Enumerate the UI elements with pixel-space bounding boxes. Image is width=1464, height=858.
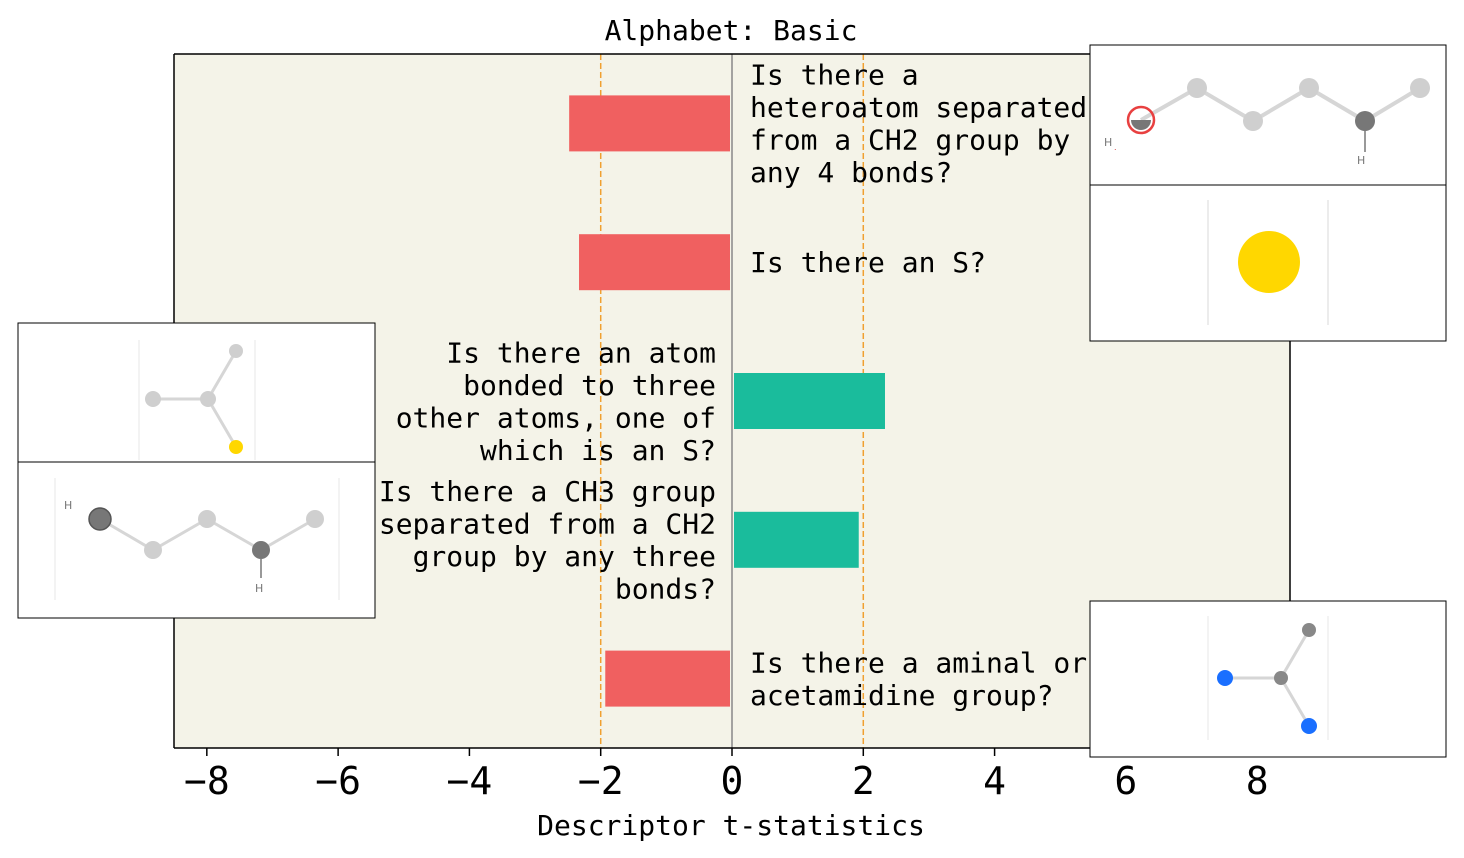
bar-label: Is there an S? <box>750 246 986 279</box>
svg-text:H: H <box>255 582 263 595</box>
x-tick-label: −4 <box>447 759 493 803</box>
x-tick-label: 2 <box>852 759 875 803</box>
x-tick-label: 4 <box>983 759 1006 803</box>
molecule-sulfur-atom-icon <box>1089 184 1447 342</box>
x-tick-label: −6 <box>315 759 361 803</box>
x-tick-label: −2 <box>578 759 624 803</box>
svg-text:H: H <box>1357 154 1365 167</box>
bar-label: Is there a CH3 group separated from a CH2… <box>379 475 716 606</box>
x-axis-label: Descriptor t-statistics <box>537 809 925 842</box>
molecule-ch3-chain-icon: H H <box>17 461 376 619</box>
molecule-chain-heteroatom-icon: H . H <box>1089 44 1447 186</box>
molecule-aminal-icon <box>1089 600 1447 758</box>
molecule-sulfur-branch-icon <box>17 322 376 464</box>
svg-text:H: H <box>64 499 72 512</box>
x-tick-label: 6 <box>1114 759 1137 803</box>
bar-label: Is there an atom bonded to three other ato… <box>396 336 716 467</box>
svg-text:H: H <box>1104 136 1112 149</box>
x-tick-label: 8 <box>1246 759 1269 803</box>
x-tick-label: −8 <box>184 759 230 803</box>
chart-title: Alphabet: Basic <box>605 14 858 47</box>
bar <box>734 511 859 568</box>
svg-text:.: . <box>1114 143 1117 152</box>
bar <box>569 95 730 152</box>
bar-label: Is there a heteroatom separated from a CH2… <box>750 59 1087 190</box>
bar <box>605 650 730 707</box>
bar <box>734 373 885 429</box>
x-tick-label: 0 <box>721 759 744 803</box>
bar-label: Is there a aminal or acetamidine group? <box>750 646 1087 712</box>
bar <box>579 234 730 291</box>
